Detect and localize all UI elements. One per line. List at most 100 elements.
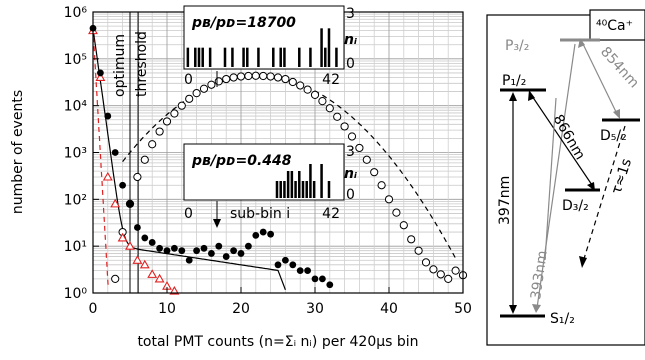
inset-dark-ratio: pʙ/pᴅ=0.448 [191,153,292,169]
filled-circle-point [119,181,126,189]
transition-393-line [536,43,576,309]
inset-bright-ratio: pʙ/pᴅ=18700 [191,15,296,31]
filled-circle-point [215,242,223,250]
y-tick-label: 10⁶ [64,5,88,21]
fit-red-curve [92,28,109,287]
open-circle-point [296,81,305,90]
x-axis-label: total PMT counts (n=Σᵢ nᵢ) per 420μs bin [137,334,418,350]
transition-397-arrow-down [509,305,517,314]
transition-397-label: 397nm [497,176,513,225]
x-tick-label: 0 [89,301,98,317]
open-circle-point [222,74,231,84]
open-circle-point [273,73,283,82]
filled-circle-point [126,200,134,208]
open-circle-point [325,104,334,113]
filled-circle-point [230,247,238,255]
open-circle-point [333,112,342,121]
transition-393-arrow [532,304,541,313]
inset-bright-xtick-right: 42 [322,72,340,88]
filled-circle-point [104,112,112,120]
open-circle-point [185,94,194,103]
open-circle-point [162,117,172,126]
inset-bright-bar [324,47,327,67]
transition-decay-label: τ≈1s [609,157,635,197]
filled-circle-point [148,239,156,246]
inset-dark-ytick-bottom: 0 [346,187,355,203]
ion-box [589,9,645,41]
x-tick-label: 30 [306,301,324,317]
x-tick-label: 40 [380,301,398,317]
inset-dark-label-bg [188,147,306,171]
inset-dark-bar [290,164,294,198]
inset-bright-bars [186,28,338,67]
data-points [88,24,468,295]
filled-circle-point [289,261,297,269]
inset-bright-bar [335,47,338,67]
open-circle-point [421,258,431,267]
open-circle-point [192,89,201,98]
inset-dark: pʙ/pᴅ=0.448 3 0 nᵢ 0 42 sub-bin i [183,143,357,228]
diagram-frame [486,14,645,346]
open-circle-point [140,155,149,164]
inset-bright-bar [327,28,331,67]
open-circle-point [281,74,290,84]
inset-dark-xlabel: sub-bin i [230,206,290,222]
transition-393-label: 393nm [528,250,551,301]
filled-circle-point [193,247,201,255]
inset-dark-ytick-top: 3 [346,144,355,160]
inset-bright-bar [279,47,282,67]
red-triangle-point [110,198,121,208]
open-circle-point [177,101,186,110]
red-triangle-point [147,269,158,278]
inset-bright-label-bg [188,9,310,33]
open-circle-point [303,85,312,94]
inset-dark-bar [298,164,301,198]
inset-dark-bar [320,164,323,198]
filled-circle-point [296,267,304,275]
inset-bright-bar [242,47,245,67]
inset-dark-arrowhead [213,219,221,228]
grid [92,12,464,294]
x-tick-label: 50 [454,301,472,317]
open-circle-point [340,122,349,131]
open-circle-point [370,168,379,177]
filled-circle-point [259,228,267,236]
filled-circle-point [311,275,319,283]
open-circle-point [444,274,453,284]
transition-854-line [582,43,619,117]
transition-854-arrow [613,109,620,119]
filled-circle-point [156,244,164,252]
inset-bright-bar [194,47,197,67]
filled-circle-point [282,256,289,264]
x-tick-label: 10 [158,301,176,317]
open-circle-point [214,77,223,86]
inset-bright-bar [309,47,312,67]
inset-bright-bar [201,47,204,67]
inset-bright-bar [257,47,260,67]
filled-circle-point [319,275,326,283]
open-circle-point [236,72,246,81]
open-circle-point [229,73,238,82]
open-circle-point [451,266,460,275]
red-triangle-point [125,241,135,250]
open-circle-point [111,274,120,284]
inset-bright-bar [186,47,190,67]
fit-bright-curve [122,75,457,259]
inset-dark-bars [275,164,331,198]
open-circle-point [377,181,386,190]
y-tick-label: 10⁵ [64,52,87,68]
filled-circle-point [326,281,334,289]
transition-p12-gray-line [544,97,557,261]
open-circle-point [288,77,297,87]
inset-bright: pʙ/pᴅ=18700 3 0 nᵢ 0 42 [183,5,357,88]
inset-dark-bar [305,181,308,198]
filled-circle-point [111,149,119,156]
ion-label: ⁴⁰Ca⁺ [596,18,633,34]
open-circle-point [244,71,253,81]
filled-circle-point [237,250,245,257]
inset-bright-bar [272,47,275,67]
optimum-label: optimum [112,34,128,97]
transition-854-arrow-up [578,38,585,48]
level-s12-label: S₁/₂ [550,311,575,327]
